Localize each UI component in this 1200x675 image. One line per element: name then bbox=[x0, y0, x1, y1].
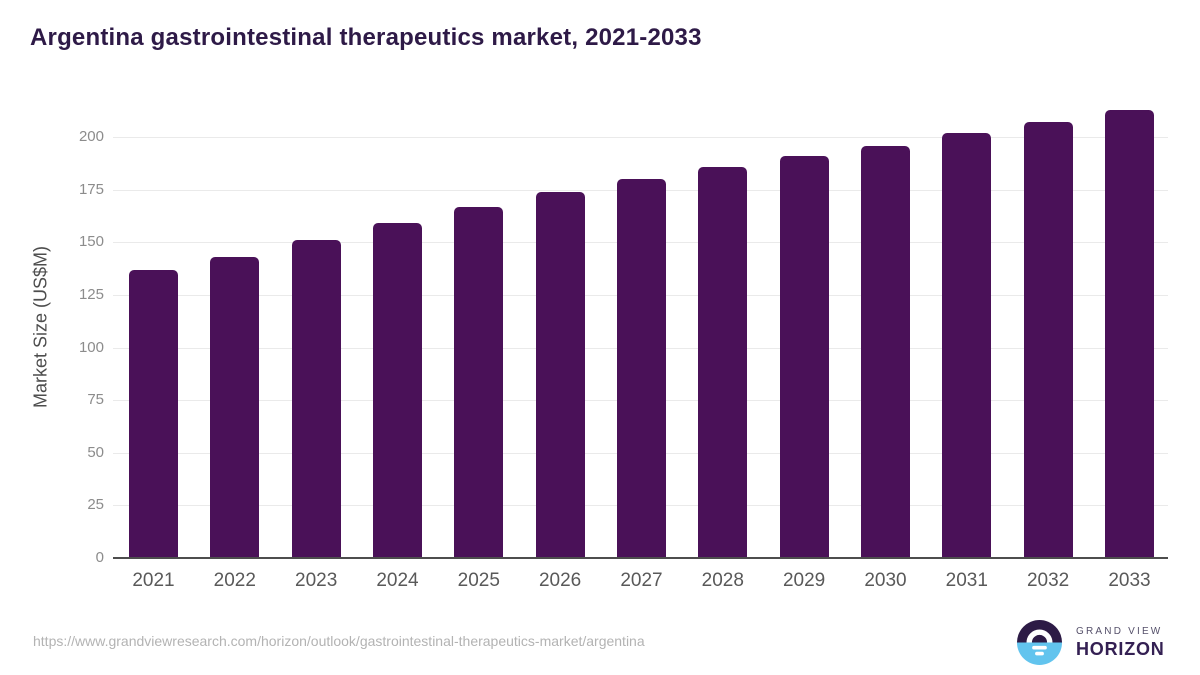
y-tick-label: 175 bbox=[78, 180, 104, 198]
bar-2033 bbox=[1105, 109, 1154, 558]
y-axis-title: Market Size (US$M) bbox=[30, 245, 51, 409]
bar-2021 bbox=[129, 269, 178, 558]
bar-2024 bbox=[373, 223, 422, 558]
bar-2029 bbox=[779, 156, 829, 558]
x-tick-label: 2026 bbox=[538, 570, 582, 591]
x-tick-label: 2029 bbox=[782, 570, 826, 591]
x-tick-label: 2022 bbox=[213, 570, 256, 591]
x-tick-label: 2023 bbox=[295, 570, 338, 591]
x-tick-label: 2021 bbox=[132, 570, 175, 591]
x-tick-label: 2025 bbox=[457, 570, 500, 591]
logo-horizon-label: HORIZON bbox=[1076, 639, 1165, 659]
bar-2023 bbox=[291, 240, 341, 558]
y-tick-label: 125 bbox=[78, 285, 104, 303]
y-tick-label: 25 bbox=[87, 496, 104, 514]
bar-2028 bbox=[698, 166, 748, 558]
x-tick-label: 2024 bbox=[376, 570, 419, 591]
bar-2022 bbox=[210, 257, 260, 558]
bar-2025 bbox=[454, 206, 504, 558]
x-tick-label: 2032 bbox=[1026, 570, 1070, 591]
bar-2027 bbox=[617, 179, 666, 558]
source-url: https://www.grandviewresearch.com/horizo… bbox=[33, 633, 645, 649]
x-tick-label: 2031 bbox=[945, 570, 988, 591]
y-tick-label: 200 bbox=[78, 128, 104, 146]
x-tick-label: 2033 bbox=[1108, 570, 1151, 591]
x-axis-line bbox=[113, 557, 1168, 559]
x-tick-label: 2027 bbox=[620, 570, 663, 591]
x-tick-label: 2028 bbox=[701, 570, 744, 591]
logo-grand-view-label: GRAND VIEW bbox=[1076, 626, 1163, 637]
y-tick-label: 0 bbox=[95, 549, 104, 566]
y-tick-label: 50 bbox=[87, 443, 104, 461]
gridline bbox=[113, 137, 1168, 139]
bar-2026 bbox=[535, 191, 585, 558]
chart-title: Argentina gastrointestinal therapeutics … bbox=[30, 24, 702, 51]
bar-2031 bbox=[942, 132, 992, 558]
y-tick-label: 100 bbox=[78, 338, 104, 356]
y-tick-label: 150 bbox=[78, 233, 104, 251]
horizon-sun-icon bbox=[1016, 619, 1063, 666]
bar-2030 bbox=[861, 145, 910, 558]
logo-text: GRAND VIEW HORIZON bbox=[1076, 625, 1165, 660]
grand-view-horizon-logo: GRAND VIEW HORIZON bbox=[1016, 619, 1165, 666]
x-tick-label: 2030 bbox=[864, 570, 907, 591]
y-tick-label: 75 bbox=[87, 391, 104, 409]
bar-2032 bbox=[1023, 122, 1073, 558]
bar-chart-plot-area bbox=[113, 95, 1168, 559]
